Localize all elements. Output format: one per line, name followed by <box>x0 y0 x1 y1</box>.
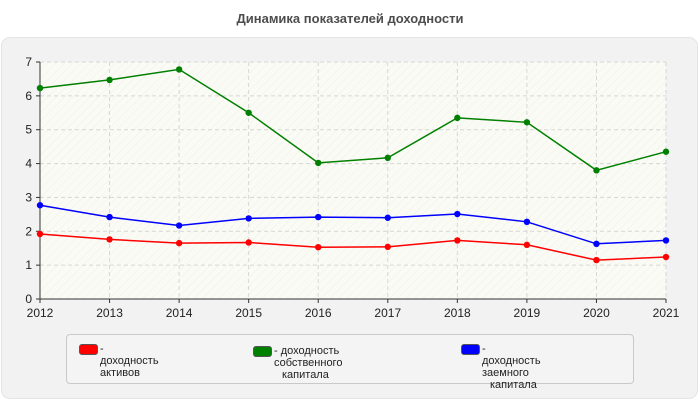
x-tick-label: 2021 <box>653 306 680 320</box>
chart-title: Динамика показателей доходности <box>236 11 464 26</box>
y-tick-label: 7 <box>25 55 32 69</box>
legend-label-line: капитала <box>490 379 537 391</box>
legend-label-line: капитала <box>282 369 329 381</box>
data-point <box>315 213 322 221</box>
data-point <box>245 109 252 116</box>
data-point <box>245 215 252 222</box>
data-point <box>593 240 600 248</box>
data-point <box>36 202 44 209</box>
data-point <box>175 66 183 73</box>
data-point <box>106 236 113 243</box>
y-tick-label: 5 <box>25 123 32 137</box>
data-point <box>384 243 391 251</box>
series-0 <box>36 230 670 264</box>
series-layer <box>36 66 670 264</box>
data-point <box>36 84 44 92</box>
x-tick-label: 2019 <box>514 306 541 320</box>
data-point <box>593 256 600 264</box>
legend-label-debt: - доходность заемного капитала <box>482 343 541 391</box>
data-point <box>454 114 461 122</box>
data-point <box>454 237 461 244</box>
y-tick-label: 1 <box>25 258 32 272</box>
data-point <box>662 253 670 261</box>
y-tick-label: 6 <box>25 89 32 103</box>
series-1 <box>36 66 670 174</box>
legend-label-line: - доходность собственного <box>274 345 343 369</box>
legend-label-assets: - доходность активов <box>100 343 159 379</box>
x-tick-label: 2012 <box>27 306 54 320</box>
x-tick-label: 2013 <box>96 306 123 320</box>
x-tick-label: 2018 <box>444 306 471 320</box>
data-point <box>454 210 461 218</box>
data-point <box>106 76 113 84</box>
plot-background <box>40 62 666 299</box>
x-tick-label: 2014 <box>166 306 193 320</box>
legend-label-line: - доходность заемного <box>482 343 541 379</box>
y-tick-label: 2 <box>25 224 32 238</box>
data-point <box>175 239 183 247</box>
data-point <box>593 167 600 174</box>
data-point <box>523 241 531 249</box>
legend-label-line: - доходность активов <box>100 343 159 379</box>
series-line <box>39 204 667 245</box>
data-point <box>384 154 391 162</box>
data-point <box>106 213 113 221</box>
legend-swatch-debt <box>461 344 480 355</box>
data-point <box>315 243 322 251</box>
series-2 <box>36 202 670 248</box>
data-point <box>245 239 252 246</box>
data-point <box>662 148 670 155</box>
x-tick-label: 2020 <box>583 306 610 320</box>
legend-swatch-equity <box>253 346 272 357</box>
x-tick-label: 2016 <box>305 306 332 320</box>
y-tick-label: 0 <box>25 292 32 306</box>
legend: - доходность активов - доходность собств… <box>66 334 634 391</box>
data-point <box>523 119 531 126</box>
data-point <box>175 222 183 229</box>
x-tick-label: 2015 <box>235 306 262 320</box>
series-line <box>39 233 667 261</box>
x-tick-label: 2017 <box>374 306 401 320</box>
series-line <box>39 68 667 172</box>
data-point <box>315 159 322 167</box>
y-tick-label: 4 <box>25 157 32 171</box>
data-point <box>384 214 391 221</box>
data-point <box>36 230 44 238</box>
data-point <box>523 218 531 226</box>
data-point <box>662 237 670 244</box>
axes: 0 1 2 3 4 5 6 7 2012 2013 2014 2015 2016 2017 2018 2019… <box>25 55 679 320</box>
legend-label-equity: - доходность собственного капитала <box>274 345 342 381</box>
legend-swatch-assets <box>79 344 98 355</box>
y-tick-label: 3 <box>25 190 32 204</box>
